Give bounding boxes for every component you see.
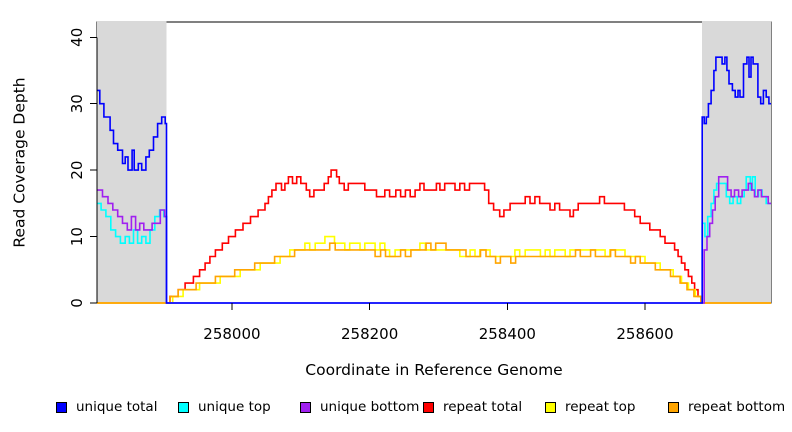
x-tick-label: 258600 xyxy=(616,325,673,343)
series-line-unique-bottom xyxy=(97,176,771,304)
y-tick-label: 10 xyxy=(68,227,86,246)
legend-swatch-icon xyxy=(545,401,556,413)
legend-label: repeat total xyxy=(443,399,523,415)
legend-swatch-icon xyxy=(423,401,434,413)
x-tick-label: 258200 xyxy=(341,325,398,343)
legend-swatch-icon xyxy=(668,401,679,413)
legend-item-unique-bottom: unique bottom xyxy=(300,398,419,416)
y-tick-label: 0 xyxy=(68,298,86,308)
y-tick-label: 20 xyxy=(68,161,86,180)
legend-label: unique bottom xyxy=(320,399,420,415)
series-line-unique-total xyxy=(97,56,771,304)
legend-label: unique total xyxy=(76,399,158,415)
legend-label: repeat top xyxy=(565,399,636,415)
legend-item-unique-total: unique total xyxy=(56,398,157,416)
series-line-unique-top xyxy=(97,176,771,304)
legend: unique total unique top unique bottom repea… xyxy=(0,398,792,418)
legend-label: repeat bottom xyxy=(688,399,786,415)
legend-swatch-icon xyxy=(56,401,67,413)
legend-item-repeat-top: repeat top xyxy=(545,398,635,416)
y-tick-label: 30 xyxy=(68,94,86,113)
x-tick-label: 258000 xyxy=(203,325,260,343)
legend-swatch-icon xyxy=(178,401,189,413)
x-tick-label: 258400 xyxy=(479,325,536,343)
series-lines xyxy=(97,56,771,304)
y-tick-label: 40 xyxy=(68,28,86,47)
shaded-regions xyxy=(97,21,771,303)
legend-label: unique top xyxy=(198,399,271,415)
series-line-repeat-bottom xyxy=(97,242,771,304)
shaded-region xyxy=(702,21,771,303)
series-line-repeat-total xyxy=(97,169,771,304)
legend-item-repeat-total: repeat total xyxy=(423,398,522,416)
y-axis-title: Read Coverage Depth xyxy=(10,77,29,248)
plot-box xyxy=(96,21,772,304)
legend-item-unique-top: unique top xyxy=(178,398,271,416)
axes: 258000 258200 258400 258600 0 10 20 30 40 xyxy=(68,28,674,343)
legend-swatch-icon xyxy=(300,401,311,413)
plot-border xyxy=(96,21,772,304)
x-axis-title: Coordinate in Reference Genome xyxy=(305,361,563,379)
legend-item-repeat-bottom: repeat bottom xyxy=(668,398,785,416)
